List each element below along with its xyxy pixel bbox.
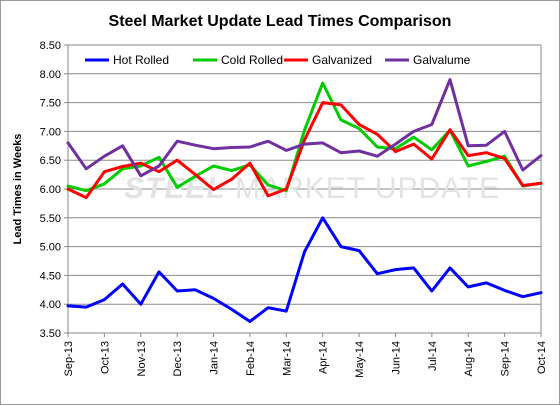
x-tick-label: Jan-14	[209, 341, 221, 375]
y-axis-label: Lead Times in Weeks	[12, 134, 24, 245]
watermark-regular-part: MARKET UPDATE	[226, 172, 501, 205]
y-tick-label: 4.00	[40, 299, 61, 311]
y-tick-label: 4.50	[40, 270, 61, 282]
legend-label-hot-rolled: Hot Rolled	[113, 53, 169, 67]
legend-label-cold-rolled: Cold Rolled	[221, 53, 283, 67]
series-line-galvanized	[66, 101, 543, 200]
watermark: STEEL MARKET UPDATE	[124, 172, 500, 205]
x-tick-label: Nov-13	[136, 341, 148, 376]
x-tick-label: Oct-14	[536, 341, 548, 374]
chart-title: Steel Market Update Lead Times Compariso…	[109, 13, 452, 30]
y-tick-label: 5.50	[40, 213, 61, 225]
legend-label-galvalume: Galvalume	[413, 53, 471, 67]
x-tick-label: Feb-14	[245, 341, 257, 376]
y-tick-label: 8.00	[40, 69, 61, 81]
series-line-cold-rolled	[66, 81, 543, 193]
series-line-hot-rolled	[66, 216, 543, 323]
y-tick-label: 6.00	[40, 184, 61, 196]
x-tick-label: Aug-14	[463, 341, 475, 376]
x-tick-label: Sep-14	[500, 341, 512, 376]
y-tick-label: 3.50	[40, 328, 61, 340]
plot-area: 3.50 4.00 4.50 5.00 5.50 6.00 6.50 7.00 7.50 8.00…	[40, 40, 548, 378]
y-tick-label: 7.00	[40, 126, 61, 138]
series-line-galvalume	[66, 78, 543, 178]
x-tick-label: Dec-13	[172, 341, 184, 376]
x-tick-label: Mar-14	[281, 341, 293, 376]
x-tick-label: Jun-14	[390, 341, 402, 375]
watermark-bold-part: STEEL	[124, 172, 226, 205]
x-tick-label: Jul-14	[427, 341, 439, 371]
x-tick-label: Oct-13	[99, 341, 111, 374]
y-tick-label: 5.00	[40, 242, 61, 254]
legend-label-galvanized: Galvanized	[312, 53, 372, 67]
x-tick-label: Apr-14	[318, 341, 330, 374]
x-tick-label: May-14	[354, 341, 366, 378]
y-tick-label: 6.50	[40, 155, 61, 167]
x-tick-label: Sep-13	[63, 341, 75, 376]
y-tick-label: 7.50	[40, 98, 61, 110]
y-tick-label: 8.50	[40, 40, 61, 52]
